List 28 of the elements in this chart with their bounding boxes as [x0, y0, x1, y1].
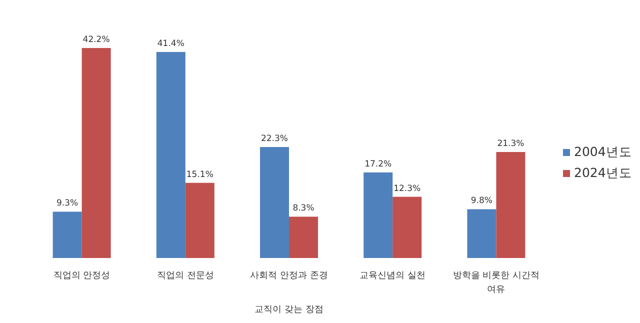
x-tick-label: 방학을 비롯한 시간적 여유	[452, 271, 540, 295]
bar	[496, 152, 526, 258]
data-label: 9.3%	[56, 198, 78, 209]
x-tick-label: 직업의 안정성	[53, 271, 110, 281]
data-label: 41.4%	[157, 38, 184, 49]
legend-label: 2024년도	[574, 165, 632, 180]
bar	[52, 212, 82, 258]
data-label: 15.1%	[186, 170, 214, 180]
bar	[260, 147, 289, 258]
x-tick-label: 사회적 안정과 존경	[250, 271, 328, 281]
bar	[82, 48, 111, 258]
data-label: 17.2%	[364, 159, 392, 170]
data-label: 9.8%	[470, 196, 493, 206]
legend-label: 2004년도	[574, 144, 632, 159]
data-label: 22.3%	[260, 134, 288, 144]
bar	[289, 216, 318, 258]
bar	[467, 209, 496, 258]
x-tick-label: 직업의 전문성	[156, 271, 214, 281]
data-label: 12.3%	[394, 184, 421, 194]
data-label: 8.3%	[292, 204, 314, 214]
x-tick-label: 교육신념의 실천	[360, 271, 426, 281]
data-label: 42.2%	[82, 35, 110, 45]
bar	[392, 196, 422, 258]
bar	[364, 172, 393, 258]
bar	[185, 182, 214, 258]
data-label: 21.3%	[497, 139, 524, 150]
x-axis-title: 교직이 갖는 장점	[254, 305, 324, 315]
bar	[156, 52, 186, 258]
